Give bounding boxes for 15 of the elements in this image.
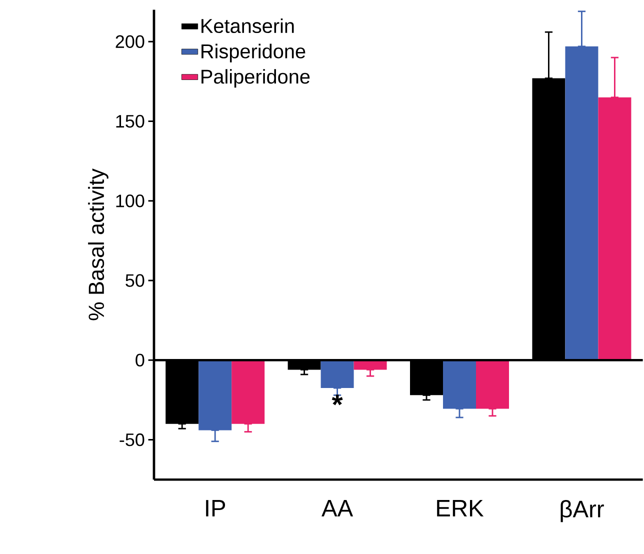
- legend-label: Risperidone: [202, 44, 306, 62]
- y-tick-label: 0: [136, 354, 144, 366]
- y-tick-label: 100: [116, 194, 144, 208]
- x-tick-label: AA: [322, 500, 354, 516]
- x-tick-label: ERK: [437, 500, 484, 516]
- y-tick-label: -50: [120, 433, 144, 446]
- y-tick-label: 200: [116, 35, 144, 48]
- annotation: *: [332, 394, 343, 405]
- legend-label: Paliperidone: [202, 68, 310, 88]
- y-tick-label: 150: [116, 114, 144, 128]
- legend-label: Ketanserin: [202, 18, 294, 33]
- y-tick-label: 50: [126, 274, 144, 287]
- x-tick-label: IP: [206, 500, 226, 516]
- y-axis-title: % Basal activity: [88, 168, 108, 320]
- x-tick-label: βArr: [560, 500, 604, 522]
